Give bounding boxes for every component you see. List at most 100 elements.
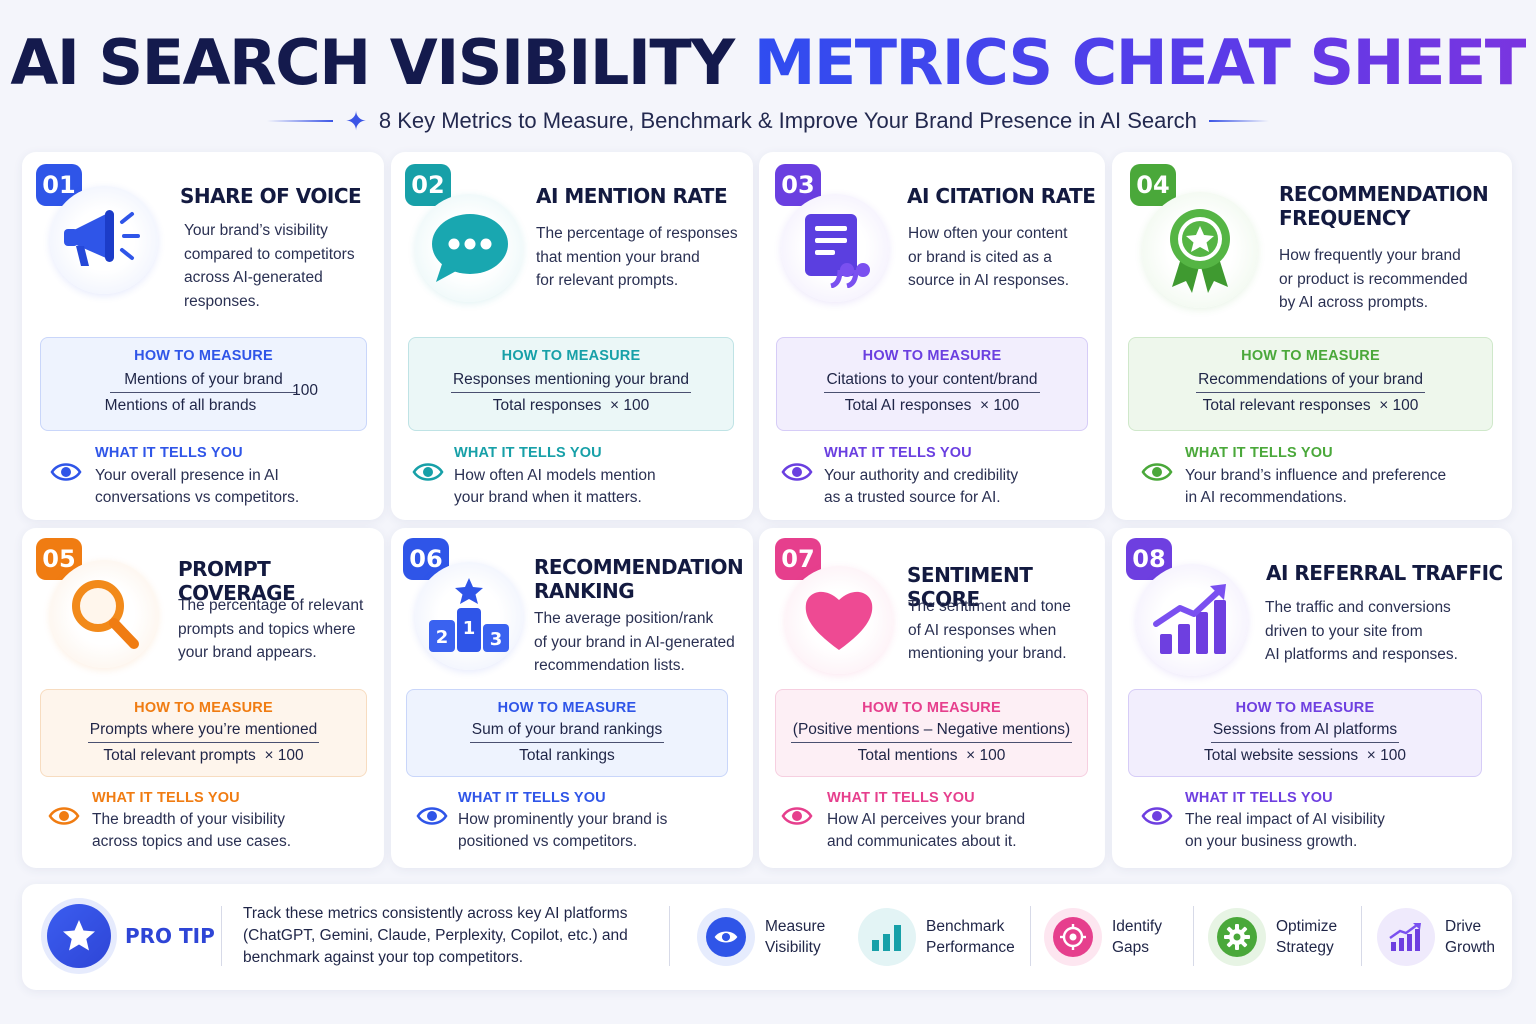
tells-line: Your overall presence in AI	[95, 467, 279, 484]
formula-multiplier: × 100	[1366, 747, 1407, 764]
card-description: How often your content or brand is cited…	[908, 222, 1069, 293]
formula-multiplier: × 100	[966, 747, 1006, 764]
svg-text:2: 2	[436, 627, 449, 648]
chat-bubble-icon	[415, 194, 523, 302]
card-number-badge: 07	[775, 538, 821, 580]
formula-numerator: Responses mentioning your brand	[450, 371, 692, 393]
pro-tip-line: Track these metrics consistently across …	[243, 905, 628, 922]
tells-line: The real impact of AI visibility	[1185, 811, 1385, 828]
tells-line: positioned vs competitors.	[458, 833, 638, 850]
tells-label: WHAT IT TELLS YOU	[454, 445, 602, 461]
formula-denominator: Mentions of all brands	[104, 397, 257, 414]
card-description: Your brand’s visibility compared to comp…	[184, 219, 355, 313]
step-optimize-strategy: Optimize Strategy	[1208, 906, 1337, 968]
formula-numerator: Mentions of your brand	[110, 371, 297, 393]
target-icon	[1044, 908, 1102, 966]
desc-line: The traffic and conversions	[1265, 599, 1451, 616]
measure-label: HOW TO MEASURE	[862, 700, 1001, 716]
card-title-line: AI REFERRAL TRAFFIC	[1266, 561, 1503, 585]
desc-line: or product is recommended	[1279, 270, 1468, 288]
desc-line: source in AI responses.	[908, 272, 1070, 289]
divider	[1193, 906, 1194, 966]
svg-text:1: 1	[463, 618, 476, 639]
tells-label: WHAT IT TELLS YOU	[95, 445, 243, 461]
desc-line: recommendation lists.	[534, 657, 685, 674]
pro-tip-label: PRO TIP	[125, 924, 215, 948]
step-label-line: Drive	[1445, 918, 1482, 935]
how-to-measure-box: HOW TO MEASURE Recommendations of your b…	[1128, 337, 1493, 431]
card-title-line: AI MENTION RATE	[536, 184, 728, 208]
denominator-text: Total website sessions	[1203, 747, 1359, 764]
tells-line: and communicates about it.	[827, 833, 1017, 850]
bar-chart-icon	[858, 908, 916, 966]
desc-line: driven to your site from	[1265, 622, 1423, 640]
card-title: SENTIMENT SCORE	[907, 563, 1105, 611]
tells-text: Your overall presence in AI conversation…	[95, 465, 299, 509]
subtitle-row: ✦ 8 Key Metrics to Measure, Benchmark & …	[0, 106, 1536, 136]
page-subtitle: 8 Key Metrics to Measure, Benchmark & Im…	[378, 108, 1197, 133]
tells-text: The real impact of AI visibility on your…	[1185, 809, 1385, 853]
measure-label: HOW TO MEASURE	[501, 348, 641, 364]
card-title: AI MENTION RATE	[536, 184, 728, 208]
pro-tip-line: benchmark against your top competitors.	[243, 949, 523, 966]
quote-document-icon	[781, 194, 889, 302]
metric-card-ai-referral-traffic: 08 AI REFERRAL TRAFFIC The traffic and c…	[1112, 528, 1512, 868]
tells-line: your brand when it matters.	[454, 489, 642, 506]
metric-card-sentiment-score: 07 SENTIMENT SCORE The sentiment and ton…	[759, 528, 1105, 868]
pro-tip-line: (ChatGPT, Gemini, Claude, Perplexity, Co…	[243, 927, 628, 944]
step-drive-growth: Drive Growth	[1377, 906, 1495, 968]
card-title-line: SENTIMENT SCORE	[907, 563, 1033, 611]
card-title-line: SHARE OF VOICE	[180, 184, 362, 208]
metric-card-ai-mention-rate: 02 AI MENTION RATE The percentage of res…	[391, 152, 753, 520]
denominator-text: Total relevant prompts	[103, 747, 256, 764]
measure-label: HOW TO MEASURE	[134, 348, 273, 364]
card-title: RECOMMENDATION FREQUENCY	[1279, 182, 1489, 230]
tells-line: Your authority and credibility	[824, 467, 1019, 484]
svg-text:3: 3	[490, 629, 503, 650]
step-label-line: Identify	[1112, 918, 1162, 935]
step-label: Optimize Strategy	[1276, 916, 1337, 958]
heart-icon	[785, 566, 893, 674]
step-label-line: Measure	[765, 918, 826, 935]
formula-multiplier: × 100	[264, 747, 304, 764]
desc-line: The sentiment and tone	[908, 598, 1071, 615]
measure-label: HOW TO MEASURE	[1235, 700, 1375, 716]
step-label-line: Growth	[1445, 939, 1495, 956]
metric-card-recommendation-frequency: 04 RECOMMENDATION FREQUENCY How frequent…	[1112, 152, 1512, 520]
desc-line: The percentage of responses	[536, 225, 738, 242]
magnifier-icon	[50, 560, 158, 668]
tells-label: WHAT IT TELLS YOU	[824, 445, 972, 461]
formula-denominator: Total responses × 100	[409, 397, 733, 415]
desc-line: compared to competitors	[184, 245, 355, 263]
how-to-measure-box: HOW TO MEASURE (Positive mentions – Nega…	[775, 689, 1088, 777]
pro-tip-bar: PRO TIP Track these metrics consistently…	[22, 884, 1512, 990]
card-description: The traffic and conversions driven to yo…	[1265, 596, 1458, 667]
formula-denominator: Total website sessions × 100	[1129, 747, 1481, 765]
formula-multiplier: × 100	[1379, 397, 1419, 414]
card-title-line: RANKING	[534, 579, 635, 603]
denominator-text: Total relevant responses	[1202, 397, 1371, 414]
megaphone-icon	[50, 186, 158, 294]
tells-line: as a trusted source for AI.	[824, 489, 1001, 506]
podium-icon: 1 2 3	[415, 562, 523, 670]
card-title: RECOMMENDATION RANKING	[534, 555, 744, 603]
tells-label: WHAT IT TELLS YOU	[827, 790, 975, 806]
metric-card-prompt-coverage: 05 PROMPT COVERAGE The percentage of rel…	[22, 528, 384, 868]
desc-line: of AI responses when	[908, 621, 1057, 639]
step-label: Benchmark Performance	[926, 916, 1015, 958]
desc-line: across AI-generated	[184, 269, 323, 286]
how-to-measure-box: HOW TO MEASURE Mentions of your brand 10…	[40, 337, 367, 431]
title-part-2: METRICS CHEAT SHEET	[753, 26, 1527, 99]
measure-label: HOW TO MEASURE	[862, 348, 1002, 364]
desc-line: by AI across prompts.	[1279, 294, 1429, 311]
formula-denominator: Total AI responses × 100	[777, 397, 1087, 415]
desc-line: of your brand in AI-generated	[534, 633, 735, 651]
divider	[669, 906, 670, 966]
tells-text: Your brand’s influence and preference in…	[1185, 465, 1446, 509]
desc-line: The percentage of relevant	[178, 597, 364, 614]
formula-numerator: Prompts where you’re mentioned	[87, 721, 320, 743]
formula-numerator: Sum of your brand rankings	[469, 721, 665, 743]
desc-line: The average position/rank	[534, 610, 714, 627]
divider	[1361, 906, 1362, 966]
growth-chart-icon	[1136, 564, 1248, 676]
